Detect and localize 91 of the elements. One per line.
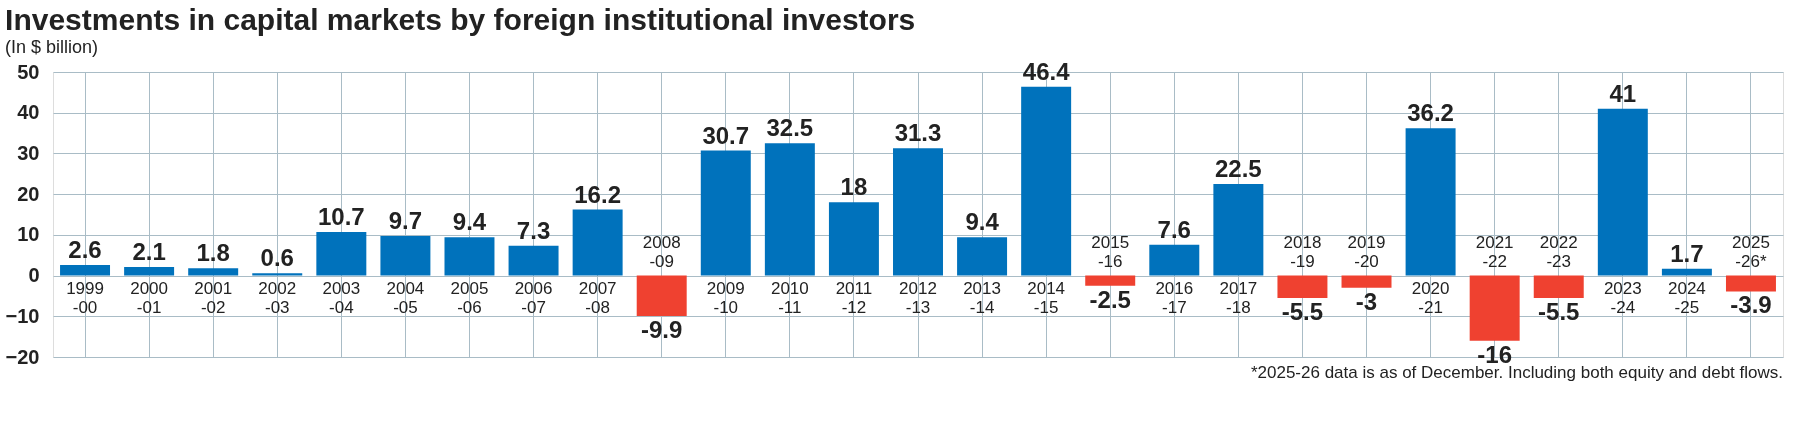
bar bbox=[636, 275, 687, 316]
bar bbox=[1405, 128, 1456, 276]
x-tick-label: 2002-03 bbox=[258, 278, 297, 317]
x-tick-label: 2024-25 bbox=[1667, 278, 1706, 317]
data-label: 9.4 bbox=[452, 208, 487, 236]
y-tick-label: −10 bbox=[5, 304, 40, 327]
y-tick-label: 40 bbox=[17, 101, 40, 124]
data-label: 31.3 bbox=[894, 119, 942, 147]
x-tick-label: 2018-19 bbox=[1283, 232, 1322, 271]
x-tick-label: 2005-06 bbox=[450, 278, 489, 317]
data-label: -3.9 bbox=[1730, 291, 1772, 319]
x-tick-label: 2007-08 bbox=[578, 278, 617, 317]
data-label: 2.6 bbox=[68, 235, 102, 263]
bar bbox=[1725, 275, 1776, 292]
bar bbox=[700, 150, 751, 276]
data-label: 41 bbox=[1609, 79, 1637, 107]
x-tick-label: 2013-14 bbox=[963, 278, 1001, 317]
chart-title: Investments in capital markets by foreign institutional investors bbox=[5, 2, 916, 36]
x-tick-label: 2006-07 bbox=[514, 278, 553, 317]
bar bbox=[893, 148, 943, 276]
data-label: 22.5 bbox=[1215, 154, 1262, 182]
bar bbox=[828, 202, 879, 276]
y-tick-label: 50 bbox=[17, 60, 40, 83]
data-label: 1.8 bbox=[196, 239, 230, 267]
x-tick-label: 2020-21 bbox=[1411, 278, 1450, 317]
x-tick-label: 2016-17 bbox=[1155, 278, 1194, 317]
x-tick-label: 2017-18 bbox=[1219, 278, 1258, 317]
bar bbox=[1469, 275, 1520, 341]
data-label: 1.7 bbox=[1670, 239, 1704, 267]
data-label: 7.6 bbox=[1157, 215, 1191, 243]
data-label: 16.2 bbox=[574, 180, 621, 208]
data-label: 30.7 bbox=[702, 121, 750, 149]
x-tick-label: 2023-24 bbox=[1603, 278, 1642, 317]
bar bbox=[1085, 275, 1136, 286]
y-tick-label: 20 bbox=[17, 182, 40, 205]
data-label: -3 bbox=[1355, 287, 1378, 315]
bar bbox=[1277, 275, 1328, 298]
y-tick-label: −20 bbox=[5, 345, 40, 368]
data-label: 10.7 bbox=[317, 203, 365, 231]
y-tick-label: 30 bbox=[17, 141, 40, 164]
bar bbox=[508, 245, 559, 276]
x-tick-label: 2008-09 bbox=[642, 232, 681, 271]
bar bbox=[1021, 86, 1072, 276]
x-tick-label: 2011-12 bbox=[835, 278, 873, 317]
bar bbox=[188, 268, 239, 276]
data-label: 46.4 bbox=[1022, 57, 1071, 85]
x-tick-label: 2012-13 bbox=[899, 278, 937, 317]
x-tick-label: 2025-26* bbox=[1732, 232, 1770, 271]
data-label: 2.1 bbox=[132, 238, 166, 266]
y-tick-label: 0 bbox=[28, 264, 40, 287]
data-label: 9.4 bbox=[965, 208, 1000, 236]
data-label: -2.5 bbox=[1089, 285, 1131, 313]
bar bbox=[1661, 268, 1712, 276]
bar bbox=[316, 232, 367, 276]
x-tick-label: 2022-23 bbox=[1539, 232, 1578, 271]
data-label: 36.2 bbox=[1407, 99, 1454, 127]
x-tick-label: 2021-22 bbox=[1475, 232, 1514, 271]
bar bbox=[380, 236, 431, 276]
x-tick-label: 1999-00 bbox=[66, 278, 104, 317]
chart-subtitle: (In $ billion) bbox=[5, 36, 99, 57]
x-tick-label: 2014-15 bbox=[1027, 278, 1066, 317]
bar bbox=[1149, 244, 1200, 276]
x-tick-label: 2004-05 bbox=[386, 278, 425, 317]
data-label: -9.9 bbox=[641, 315, 683, 343]
x-tick-label: 2019-20 bbox=[1347, 232, 1386, 271]
bar bbox=[60, 264, 111, 276]
data-label: -5.5 bbox=[1281, 297, 1324, 325]
bar bbox=[572, 209, 623, 276]
bar bbox=[1213, 183, 1264, 276]
text: *2025-26 data is as of December. Including both equity and debt flows. bbox=[1250, 363, 1783, 382]
bar bbox=[1597, 108, 1648, 276]
data-label: 7.3 bbox=[516, 216, 551, 244]
x-tick-label: 2010-11 bbox=[770, 278, 809, 317]
x-tick-label: 2015-16 bbox=[1091, 232, 1130, 271]
bar bbox=[1533, 275, 1584, 298]
bar bbox=[444, 237, 495, 276]
data-label: 18 bbox=[840, 173, 868, 201]
x-tick-label: 2001-02 bbox=[194, 278, 233, 317]
y-tick-label: 10 bbox=[17, 223, 40, 246]
bar bbox=[124, 267, 175, 276]
x-tick-label: 2000-01 bbox=[130, 278, 169, 317]
bar bbox=[764, 143, 815, 276]
x-tick-label: 2003-04 bbox=[322, 278, 361, 317]
data-label: 32.5 bbox=[766, 114, 814, 142]
bar bbox=[957, 237, 1008, 276]
data-label: 0.6 bbox=[260, 244, 294, 272]
data-label: -5.5 bbox=[1538, 297, 1580, 325]
data-label: 9.7 bbox=[388, 207, 423, 235]
bar bbox=[1341, 275, 1392, 288]
bar bbox=[252, 273, 303, 276]
x-tick-label: 2009-10 bbox=[706, 278, 745, 317]
